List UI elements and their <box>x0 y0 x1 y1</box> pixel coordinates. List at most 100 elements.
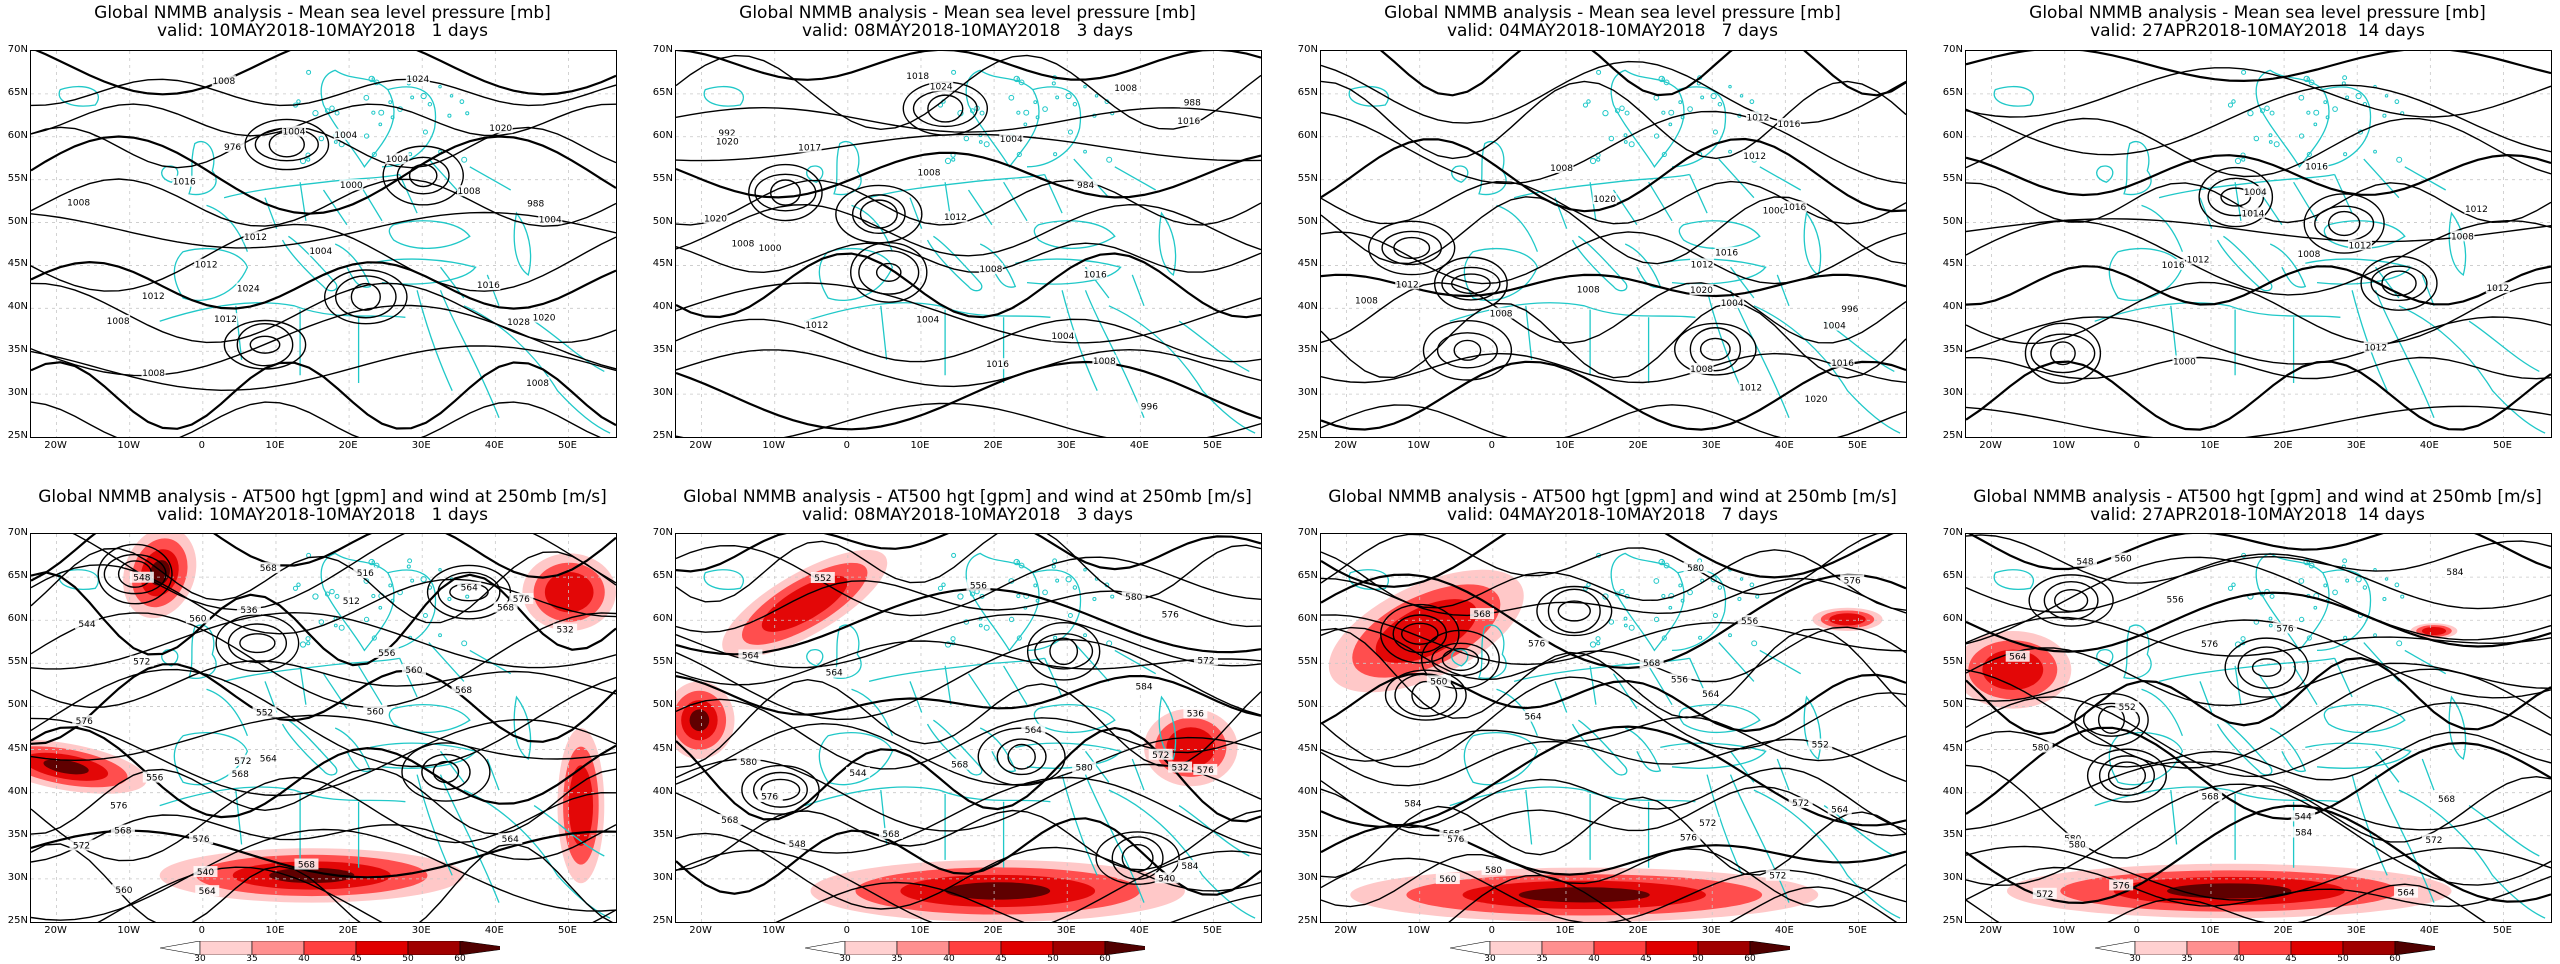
colorbar-tick-label: 45 <box>350 954 362 964</box>
lake <box>2240 636 2246 642</box>
contour-label: 568 <box>298 861 315 871</box>
contour-label: 1004 <box>2244 188 2267 198</box>
wind-speed-shading <box>2421 626 2447 636</box>
contour-label: 568 <box>1643 659 1660 669</box>
lake <box>306 157 311 162</box>
lon-tick-label: 10E <box>910 925 930 936</box>
contour-label: 564 <box>742 651 759 661</box>
contour-line <box>31 660 616 709</box>
lat-tick-label: 25N <box>652 430 673 441</box>
lake <box>1608 619 1615 625</box>
coastline <box>965 69 1040 168</box>
contour-label-bg <box>2291 810 2316 822</box>
lake <box>2323 100 2328 105</box>
lat-tick-label: 65N <box>7 86 28 98</box>
lon-tick-label: 40E <box>2419 440 2439 451</box>
contour-line <box>31 767 616 835</box>
contour-closed <box>1393 236 1431 260</box>
contour-label-bg <box>141 289 166 301</box>
lake <box>1018 79 1025 86</box>
lake <box>963 135 970 142</box>
contour-label: 564 <box>1025 726 1042 736</box>
contour-line <box>1321 80 1906 160</box>
lat-tick-label: 50N <box>7 215 28 227</box>
coastline <box>2269 727 2307 773</box>
contour-line <box>676 252 1261 319</box>
lake <box>1053 635 1058 640</box>
colorbar-segment <box>1000 940 1054 956</box>
contour-line <box>1321 549 1906 611</box>
contour-label: 1012 <box>805 321 828 331</box>
colorbar-tick-label: 40 <box>298 954 310 964</box>
coastline <box>1706 774 1790 903</box>
contour-label-bg <box>1154 872 1179 884</box>
lake <box>338 624 345 631</box>
contour-label: 584 <box>1135 683 1152 693</box>
lake <box>1661 110 1666 115</box>
lake <box>1055 95 1060 100</box>
contour-closed <box>2327 210 2361 237</box>
contour-closed <box>401 742 491 802</box>
lat-tick-label: 55N <box>1297 172 1318 184</box>
lake <box>422 612 428 619</box>
contour-label: 584 <box>1404 799 1421 809</box>
coastline <box>1478 141 1507 196</box>
panel-valid-text: valid: 04MAY2018-10MAY2018 7 days <box>1446 505 1779 525</box>
contour-closed <box>249 335 281 354</box>
panel-title-text: Global NMMB analysis - AT500 hgt [gpm] a… <box>683 487 1252 507</box>
contour-label-bg <box>2243 186 2268 198</box>
contour-label-bg <box>456 185 481 197</box>
contour-label: 1004 <box>916 316 939 326</box>
lake <box>1051 564 1056 569</box>
lake <box>2298 616 2305 623</box>
lake <box>2325 115 2330 120</box>
lake <box>2332 589 2338 596</box>
coastline <box>188 624 217 679</box>
contour-label: 572 <box>1152 751 1169 761</box>
contour-label: 1016 <box>1084 271 1107 281</box>
lat-tick-label: 35N <box>1942 344 1963 356</box>
lon-tick-label: 20E <box>1628 440 1648 451</box>
contour-label: 564 <box>461 584 478 594</box>
contour-label-bg <box>1827 803 1852 815</box>
lake <box>2323 583 2328 588</box>
contour-line <box>31 611 616 670</box>
lat-tick-label: 25N <box>1942 430 1963 441</box>
contour-closed <box>2303 193 2385 254</box>
lake <box>1055 578 1060 583</box>
lat-tick-label: 60N <box>1942 613 1963 625</box>
contour-label-bg <box>72 715 97 727</box>
contour-label: 568 <box>2438 795 2455 805</box>
lake <box>334 593 340 599</box>
lat-tick-label: 25N <box>7 430 28 441</box>
lat-tick-label: 70N <box>1942 527 1963 538</box>
lon-tick-label: 0 <box>843 925 851 936</box>
colorbar-segment <box>1593 940 1647 956</box>
colorbar-tick-label: 50 <box>1047 954 1059 964</box>
lake <box>1680 598 1685 603</box>
contour-label-bg <box>488 122 513 134</box>
colorbar <box>1449 940 1803 956</box>
contour-closed <box>2237 646 2296 689</box>
lake <box>2269 110 2275 116</box>
lat-tick-label: 45N <box>652 258 673 270</box>
coastline <box>926 235 983 292</box>
lon-tick-label: 10W <box>2052 440 2076 451</box>
lat-tick-label: 55N <box>1297 656 1318 668</box>
contour-label: 1012 <box>2349 241 2372 251</box>
contour-label-bg <box>1745 111 1770 123</box>
panel-valid-text: valid: 08MAY2018-10MAY2018 3 days <box>801 505 1134 525</box>
contour-label-bg <box>947 758 972 770</box>
contour-label: 564 <box>260 755 277 765</box>
contour-label: 576 <box>2276 624 2293 634</box>
lake <box>1608 135 1615 142</box>
contour-label: 580 <box>1485 866 1502 876</box>
lake <box>1033 583 1038 588</box>
contour-label-bg <box>2161 259 2186 271</box>
coastline <box>58 569 99 590</box>
contour-label: 984 <box>1077 181 1094 191</box>
lon-tick-label: 20W <box>1334 440 1357 451</box>
colorbar-segment <box>1541 940 1595 956</box>
contour-line <box>676 638 1261 721</box>
contour-closed <box>859 199 898 229</box>
